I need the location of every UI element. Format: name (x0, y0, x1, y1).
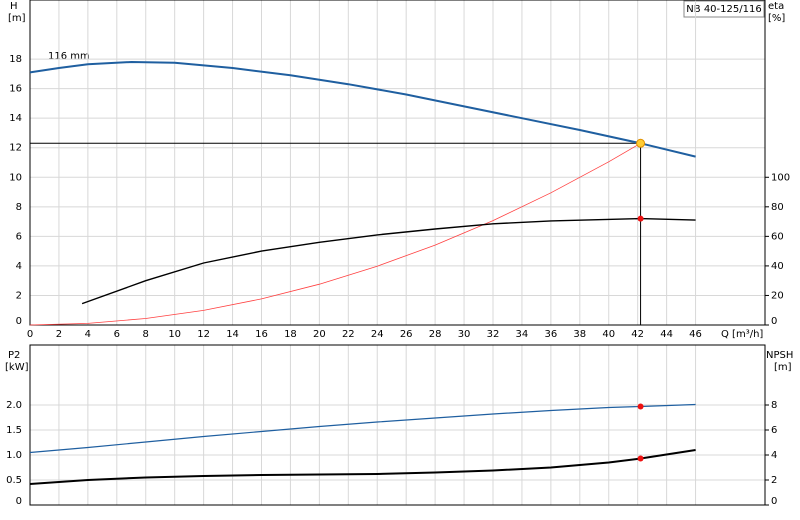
x-tick-label: 10 (168, 329, 181, 340)
x-tick-label: 40 (602, 329, 615, 340)
y2-axis-unit: [m] (774, 362, 792, 373)
y-axis-unit: [m] (8, 13, 26, 24)
x-tick-label: 46 (689, 329, 702, 340)
x-tick-label: 22 (342, 329, 355, 340)
y2-tick-label: 80 (771, 202, 784, 213)
y-tick-label: 1.0 (6, 450, 22, 461)
curve (29, 449, 696, 485)
y-tick-label: 0.5 (6, 475, 22, 486)
y-tick-label: 14 (9, 113, 22, 124)
x-tick-label: 38 (573, 329, 586, 340)
x-tick-label: 36 (544, 329, 557, 340)
y2-tick-label: 8 (771, 400, 777, 411)
x-tick-label: 12 (197, 329, 210, 340)
plot-frame (29, 0, 766, 326)
y-tick-label: 12 (9, 143, 22, 154)
operating-point (636, 138, 646, 148)
annotation: 116 mm (48, 51, 90, 62)
y2-tick-label: 0 (771, 496, 777, 507)
y-tick-label: 10 (9, 172, 22, 183)
y2-tick-label: 4 (771, 450, 777, 461)
y2-tick-label: 40 (771, 261, 784, 272)
x-tick-label: 26 (400, 329, 413, 340)
x-tick-label: 14 (226, 329, 239, 340)
y-axis-unit: [kW] (5, 362, 29, 373)
x-tick-label: 6 (114, 329, 120, 340)
y2-tick-label: 2 (771, 475, 777, 486)
x-tick-label: 4 (85, 329, 91, 340)
x-tick-label: 34 (516, 329, 529, 340)
y2-axis-unit: [%] (768, 13, 785, 24)
y-tick-label: 1.5 (6, 425, 22, 436)
y-tick-label: 0 (16, 496, 22, 507)
title-box (683, 0, 765, 18)
x-tick-label: 8 (143, 329, 149, 340)
x-tick-label: 30 (458, 329, 471, 340)
y-tick-label: 18 (9, 54, 22, 65)
curve (29, 142, 641, 326)
x-tick-label: 24 (371, 329, 384, 340)
y-tick-label: 16 (9, 84, 22, 95)
x-axis-label: Q [m³/h] (721, 329, 763, 340)
x-tick-label: 18 (284, 329, 297, 340)
plot-frame (29, 344, 766, 506)
y2-tick-label: 60 (771, 231, 784, 242)
curve (29, 403, 696, 454)
x-tick-label: 28 (429, 329, 442, 340)
y-tick-label: 8 (16, 202, 22, 213)
y-tick-label: 4 (16, 261, 22, 272)
y-axis-label: P2 (8, 350, 20, 361)
y2-axis-label: eta (768, 1, 784, 12)
point (637, 403, 644, 410)
point (637, 455, 644, 462)
curve (29, 60, 696, 158)
x-tick-label: 2 (56, 329, 62, 340)
y-tick-label: 2 (16, 290, 22, 301)
point (637, 215, 644, 222)
y-tick-label: 0 (16, 316, 22, 327)
y-tick-label: 2.0 (6, 400, 22, 411)
y-tick-label: 6 (16, 231, 22, 242)
x-tick-label: 44 (660, 329, 673, 340)
x-tick-label: 20 (313, 329, 326, 340)
x-tick-label: 32 (487, 329, 500, 340)
y2-axis-label: NPSH (766, 350, 793, 361)
y-axis-label: H (10, 1, 18, 12)
curve (81, 217, 696, 305)
x-tick-label: 16 (255, 329, 268, 340)
y2-tick-label: 20 (771, 290, 784, 301)
y2-tick-label: 6 (771, 425, 777, 436)
y2-tick-label: 100 (771, 172, 790, 183)
chart-title: NB 40-125/116 (686, 4, 761, 15)
x-tick-label: 42 (631, 329, 644, 340)
y2-tick-label: 0 (771, 316, 777, 327)
x-tick-label: 0 (27, 329, 33, 340)
